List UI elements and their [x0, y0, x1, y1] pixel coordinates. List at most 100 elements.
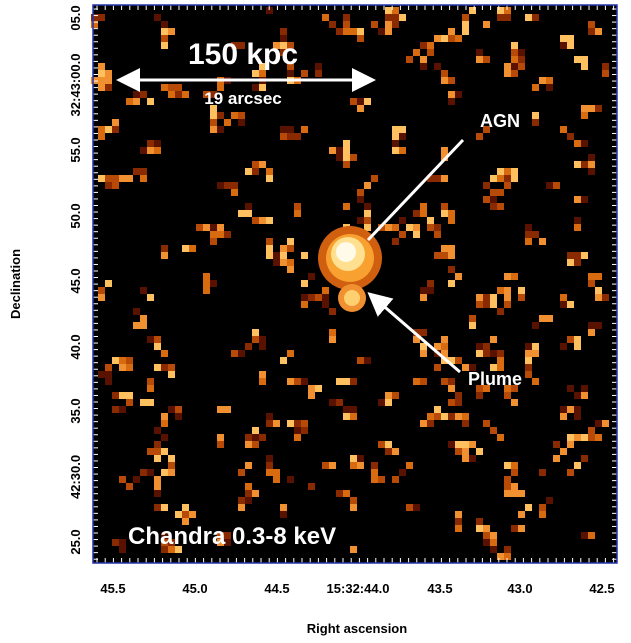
xray-pixel [462, 448, 469, 455]
xray-pixel [385, 14, 392, 21]
xray-pixel [490, 301, 497, 308]
xray-pixel [392, 392, 399, 399]
xray-pixel [525, 371, 532, 378]
xray-pixel [399, 217, 406, 224]
xray-pixel [252, 168, 259, 175]
xray-pixel [294, 420, 301, 427]
xray-pixel [420, 350, 427, 357]
xray-pixel [511, 469, 518, 476]
xray-pixel [462, 28, 469, 35]
xray-pixel [574, 56, 581, 63]
xray-pixel [497, 7, 504, 14]
xray-pixel [441, 336, 448, 343]
xray-pixel [469, 7, 476, 14]
xray-pixel [602, 294, 609, 301]
xray-pixel [154, 483, 161, 490]
xray-pixel [266, 217, 273, 224]
xray-pixel [308, 385, 315, 392]
xray-pixel [175, 406, 182, 413]
xray-pixel [140, 315, 147, 322]
xray-pixel [245, 497, 252, 504]
xray-pixel [280, 126, 287, 133]
xray-pixel [126, 483, 133, 490]
xray-pixel [224, 406, 231, 413]
xray-pixel [245, 343, 252, 350]
xray-pixel [252, 329, 259, 336]
xray-pixel [490, 350, 497, 357]
xray-pixel [385, 28, 392, 35]
xray-pixel [497, 553, 504, 560]
xray-pixel [511, 483, 518, 490]
xray-pixel [238, 112, 245, 119]
xray-pixel [140, 399, 147, 406]
xray-pixel [133, 168, 140, 175]
xray-pixel [126, 175, 133, 182]
xray-pixel [350, 154, 357, 161]
xray-pixel [210, 119, 217, 126]
xray-pixel [371, 476, 378, 483]
xray-pixel [154, 147, 161, 154]
xray-pixel [434, 175, 441, 182]
y-tick-label: 32:43:00.0 [68, 54, 83, 117]
xray-pixel [147, 336, 154, 343]
xray-pixel [140, 168, 147, 175]
xray-pixel [378, 476, 385, 483]
xray-pixel [532, 322, 539, 329]
xray-pixel [497, 189, 504, 196]
xray-pixel [441, 35, 448, 42]
xray-pixel [448, 98, 455, 105]
xray-pixel [448, 217, 455, 224]
xray-pixel [140, 469, 147, 476]
xray-pixel [133, 91, 140, 98]
xray-pixel [574, 140, 581, 147]
xray-pixel [105, 182, 112, 189]
xray-pixel [420, 42, 427, 49]
xray-pixel [161, 84, 168, 91]
xray-pixel [154, 455, 161, 462]
xray-pixel [217, 441, 224, 448]
xray-pixel [525, 357, 532, 364]
xray-pixel [483, 56, 490, 63]
xray-pixel [413, 224, 420, 231]
xray-pixel [469, 322, 476, 329]
xray-pixel [448, 245, 455, 252]
xray-pixel [511, 175, 518, 182]
xray-pixel [252, 434, 259, 441]
xray-pixel [420, 210, 427, 217]
xray-pixel [518, 525, 525, 532]
xray-pixel [476, 392, 483, 399]
xray-pixel [518, 490, 525, 497]
xray-pixel [280, 49, 287, 56]
xray-pixel [112, 539, 119, 546]
xray-pixel [427, 175, 434, 182]
xray-pixel [441, 245, 448, 252]
xray-pixel [287, 420, 294, 427]
xray-pixel [343, 378, 350, 385]
xray-pixel [385, 448, 392, 455]
xray-pixel [511, 49, 518, 56]
xray-pixel [259, 343, 266, 350]
xray-pixel [126, 98, 133, 105]
xray-pixel [532, 112, 539, 119]
xray-pixel [308, 273, 315, 280]
xray-pixel [168, 84, 175, 91]
xray-pixel [364, 224, 371, 231]
xray-pixel [441, 378, 448, 385]
xray-pixel [287, 63, 294, 70]
xray-pixel [455, 392, 462, 399]
xray-pixel [168, 539, 175, 546]
xray-pixel [196, 224, 203, 231]
xray-pixel [287, 126, 294, 133]
xray-pixel [476, 525, 483, 532]
xray-pixel [581, 455, 588, 462]
xray-pixel [315, 63, 322, 70]
xray-pixel [399, 126, 406, 133]
xray-pixel [455, 357, 462, 364]
xray-pixel [525, 231, 532, 238]
xray-pixel [245, 462, 252, 469]
xray-pixel [406, 462, 413, 469]
xray-pixel [217, 182, 224, 189]
xray-pixel [287, 133, 294, 140]
xray-pixel [301, 420, 308, 427]
xray-pixel [336, 490, 343, 497]
